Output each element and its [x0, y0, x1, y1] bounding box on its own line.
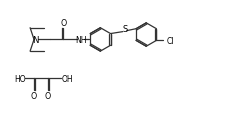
- Text: N: N: [32, 36, 38, 45]
- Text: Cl: Cl: [166, 37, 174, 45]
- Text: NH: NH: [75, 36, 87, 45]
- Text: S: S: [122, 25, 127, 34]
- Text: OH: OH: [61, 74, 73, 83]
- Text: HO: HO: [15, 74, 26, 83]
- Text: O: O: [60, 19, 67, 28]
- Text: O: O: [45, 91, 51, 100]
- Text: O: O: [31, 91, 37, 100]
